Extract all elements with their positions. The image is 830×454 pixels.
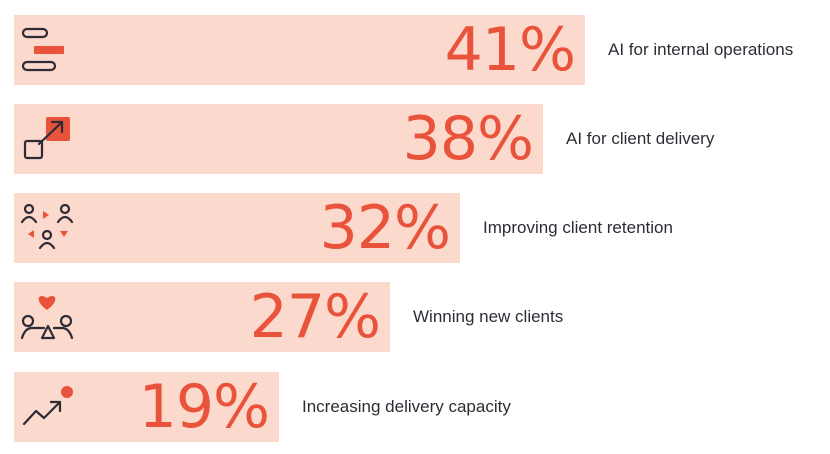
gantt-bars-icon <box>20 25 76 75</box>
data-label: 38% <box>402 104 534 174</box>
bar <box>14 15 585 85</box>
bar-row: 32% Improving client retention <box>0 193 830 263</box>
handshake-heart-icon <box>20 292 76 342</box>
data-label: 32% <box>319 193 451 263</box>
data-label: 41% <box>444 15 576 85</box>
people-cycle-icon <box>20 203 76 253</box>
category-label: AI for client delivery <box>566 129 715 148</box>
data-label: 27% <box>249 282 381 352</box>
category-label: Increasing delivery capacity <box>302 397 511 416</box>
bar <box>14 372 279 442</box>
bar-row: 38% AI for client delivery <box>0 104 830 174</box>
category-label: AI for internal operations <box>608 40 794 59</box>
data-label: 19% <box>138 372 270 442</box>
bar-row: 19% Increasing delivery capacity <box>0 372 830 442</box>
category-label: Improving client retention <box>483 218 673 237</box>
category-label: Winning new clients <box>413 307 564 326</box>
bar <box>14 282 390 352</box>
bar-row: 41% AI for internal operations <box>0 15 830 85</box>
bar <box>14 193 460 263</box>
bar <box>14 104 543 174</box>
expand-arrow-icon <box>20 114 76 164</box>
trend-up-icon <box>20 382 76 432</box>
bar-row: 27% Winning new clients <box>0 282 830 352</box>
